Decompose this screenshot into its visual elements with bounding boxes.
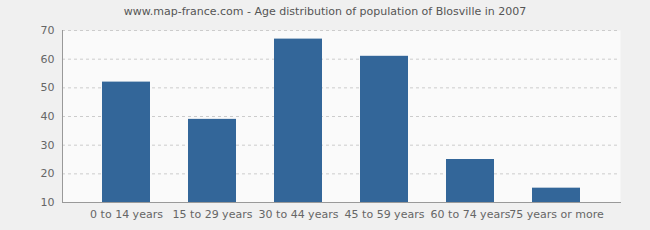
svg-text:30: 30	[41, 139, 55, 152]
svg-text:70: 70	[41, 24, 55, 37]
svg-text:20: 20	[41, 167, 55, 180]
svg-text:60: 60	[41, 53, 55, 66]
svg-text:75 years or more: 75 years or more	[509, 208, 604, 221]
svg-text:10: 10	[41, 196, 55, 209]
svg-text:30 to 44 years: 30 to 44 years	[259, 208, 339, 221]
svg-text:50: 50	[41, 81, 55, 94]
svg-text:60 to 74 years: 60 to 74 years	[431, 208, 511, 221]
svg-text:0 to 14 years: 0 to 14 years	[90, 208, 163, 221]
html-text:www.map-france.com - Age distr: www.map-france.com - Age distribution of…	[123, 5, 527, 18]
svg-text:15 to 29 years: 15 to 29 years	[173, 208, 253, 221]
svg-text:40: 40	[41, 110, 55, 123]
svg-text:45 to 59 years: 45 to 59 years	[345, 208, 425, 221]
